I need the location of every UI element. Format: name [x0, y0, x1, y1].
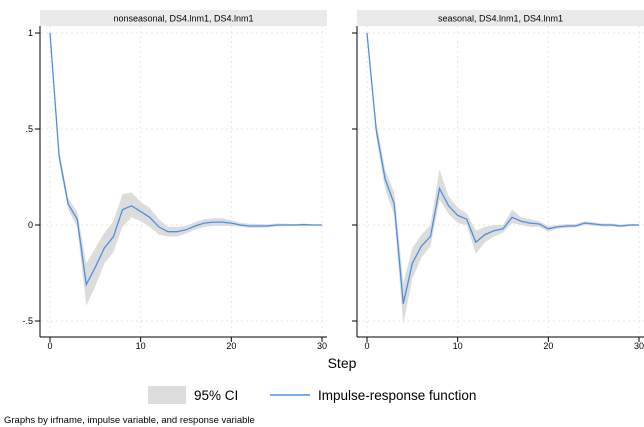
ci-band	[50, 33, 322, 306]
panel-title: nonseasonal, DS4.lnm1, DS4.lnm1	[113, 14, 253, 24]
x-tick-label: 20	[226, 341, 236, 351]
x-tick-label: 20	[543, 341, 553, 351]
legend: 95% CI Impulse-response function	[148, 386, 476, 404]
irf-line	[49, 32, 322, 287]
graph-note: Graphs by irfname, impulse variable, and…	[4, 415, 255, 426]
y-tick-label: -.5	[22, 316, 33, 326]
y-tick-label: 0	[28, 220, 33, 230]
x-tick-label: 10	[453, 341, 463, 351]
x-tick-label: 30	[634, 341, 644, 351]
panel-title: seasonal, DS4.lnm1, DS4.lnm1	[438, 14, 563, 24]
legend-label-irf: Impulse-response function	[318, 388, 476, 403]
x-tick-label: 0	[364, 341, 369, 351]
x-axis-label: Step	[328, 355, 357, 371]
irf-line	[366, 32, 639, 304]
legend-swatch-ci	[148, 386, 186, 404]
y-tick-label: .5	[25, 124, 33, 134]
panel-title-bar	[357, 10, 644, 26]
x-tick-label: 10	[136, 341, 146, 351]
panel-nonseasonal: nonseasonal, DS4.lnm1, DS4.lnm1 0 10 20 301…	[22, 10, 327, 351]
panel-title-bar	[40, 10, 327, 26]
x-tick-label: 30	[317, 341, 327, 351]
panel-seasonal: seasonal, DS4.lnm1, DS4.lnm1 0 10 20 30	[352, 10, 644, 351]
y-tick-label: 1	[28, 28, 33, 38]
legend-label-ci: 95% CI	[194, 388, 238, 403]
x-tick-label: 0	[47, 341, 52, 351]
